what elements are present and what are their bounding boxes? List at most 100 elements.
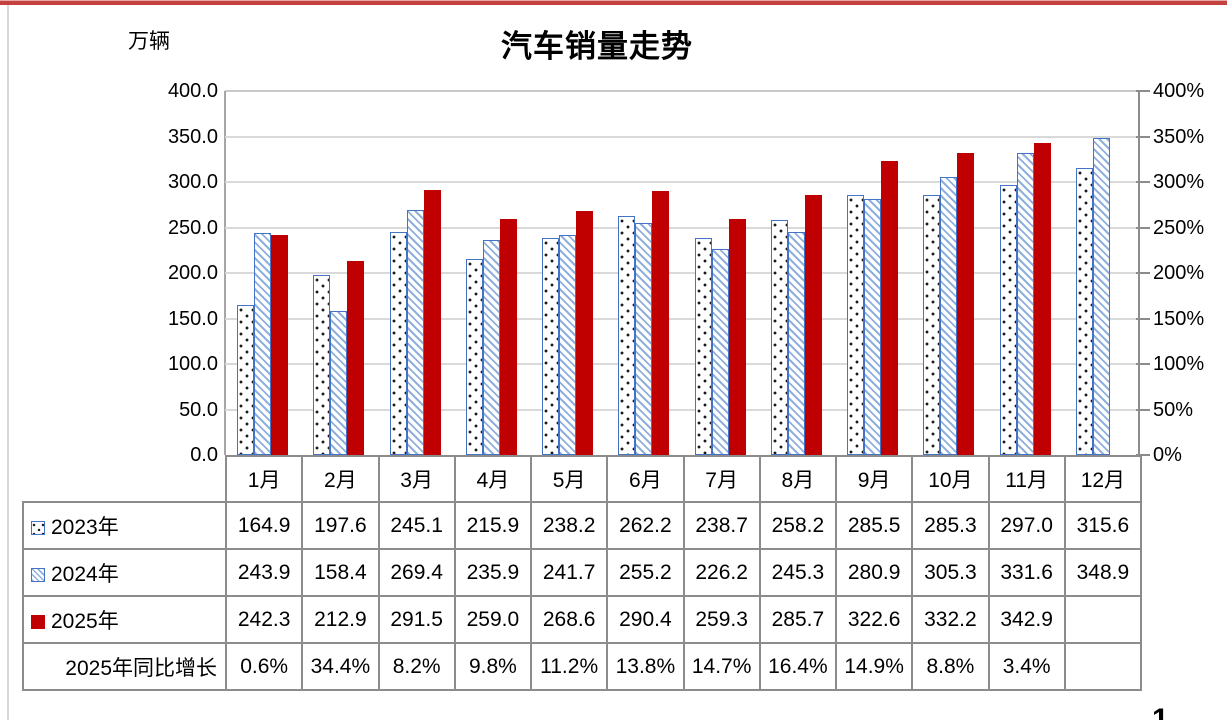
gridline [225,181,1140,183]
x-axis-label: 11月 [987,455,1066,503]
table-cell: 259.3 [682,595,761,644]
table-cell: 297.0 [987,501,1066,550]
table-cell: 158.4 [301,548,380,597]
bar-2024年-8月 [787,231,805,455]
table-corner-spacer [23,456,226,502]
table-cell: 245.1 [377,501,456,550]
x-axis-label: 7月 [682,455,761,503]
table-cell: 348.9 [1063,548,1143,597]
gridline [225,408,1140,411]
legend-label: 2025年 [51,609,119,633]
table-cell: 305.3 [911,548,990,597]
x-axis-label: 12月 [1063,455,1143,503]
table-cell: 290.4 [606,595,685,644]
y-axis-right-tick-label: 150% [1153,307,1205,330]
table-row: 2023年 164.9 197.6 245.1 215.9 238.2 262.2 238.7… [22,501,1143,550]
gridline [225,135,1140,138]
legend-cell-2025年: 2025年 [22,595,227,644]
legend-cell-2024年: 2024年 [22,548,227,597]
y-axis-left-tick-label: 0.0 [190,444,218,466]
page-number: 1 [1152,703,1169,720]
table-row: 2025年 242.3 212.9 291.5 259.0 268.6 290.4 259.3… [22,595,1143,644]
top-accent-bar [0,0,1227,5]
bar-2025年-7月 [728,219,746,455]
table-cell: 13.8% [606,642,685,691]
table-cell: 255.2 [606,548,685,597]
y-axis-right-tick-label: 400% [1153,80,1205,102]
bar-2023年-9月 [847,195,864,455]
chart-data-table: 1月 2月 3月 4月 5月 6月 7月 8月 9月 10月 11月 12月 2023年 164.9 197… [22,455,1143,691]
x-axis-label: 1月 [224,455,304,503]
legend-swatch-2025年 [31,614,45,629]
bar-2023年-10月 [923,195,941,455]
legend-cell-2023年: 2023年 [22,501,227,550]
bar-2024年-3月 [406,209,424,455]
y-axis-right-tick-mark [1136,363,1150,365]
bar-2025年-1月 [271,234,288,455]
bar-2024年-2月 [330,310,348,455]
y-axis-right-tick-label: 350% [1153,125,1205,148]
bar-2024年-5月 [559,235,576,455]
bar-2025年-6月 [652,190,670,455]
x-axis-label: 9月 [834,455,914,503]
legend-swatch-2024年 [31,567,45,582]
table-cell: 331.6 [987,548,1066,597]
table-cell: 14.9% [834,642,914,691]
table-cell [1063,595,1143,644]
table-cell: 9.8% [453,642,533,691]
table-cell: 197.6 [301,501,380,550]
bar-2023年-8月 [770,220,788,455]
bar-2025年-3月 [423,189,441,455]
bar-2023年-11月 [999,184,1017,455]
table-row-growth: 2025年同比增长 0.6% 34.4% 8.2% 9.8% 11.2% 13.8% 14.7… [22,642,1143,691]
y-axis-right-tick-mark [1136,90,1150,92]
y-axis-left-tick-label: 400.0 [167,80,218,102]
table-cell: 8.8% [911,642,990,691]
y-axis-right-tick-label: 50% [1153,398,1194,421]
bar-2023年-3月 [389,231,407,455]
table-cell [1063,642,1143,691]
table-cell: 212.9 [301,595,380,644]
bar-2024年-9月 [864,199,881,455]
table-cell: 280.9 [834,548,914,597]
table-cell: 268.6 [529,595,609,644]
table-cell: 164.9 [224,501,304,550]
page-left-border [7,5,9,720]
bar-2025年-10月 [957,152,975,455]
table-cell: 0.6% [224,642,304,691]
table-cell: 11.2% [529,642,609,691]
y-axis-left-tick-label: 100.0 [167,353,218,375]
table-cell: 238.7 [682,501,761,550]
bar-2023年-6月 [618,216,636,455]
y-axis-right-tick-mark [1136,181,1150,183]
x-axis-label: 3月 [377,455,456,503]
table-cell: 258.2 [758,501,838,550]
table-cell: 242.3 [224,595,304,644]
table-cell: 291.5 [377,595,456,644]
table-cell: 332.2 [911,595,990,644]
bar-2025年-11月 [1033,142,1051,455]
bar-2023年-1月 [237,304,254,455]
bar-2023年-4月 [465,258,483,455]
y-axis-right-tick-mark [1136,317,1150,320]
table-cell: 285.5 [834,501,914,550]
legend-label: 2023年 [51,515,119,539]
table-cell: 8.2% [377,642,456,691]
table-cell: 3.4% [987,642,1066,691]
x-axis-label: 5月 [529,455,609,503]
legend-swatch-2023年 [31,520,45,535]
bar-2025年-8月 [804,195,822,455]
gridline [225,272,1140,274]
bar-2024年-12月 [1092,137,1110,455]
x-axis-label: 8月 [758,455,838,503]
bar-2023年-2月 [313,275,331,455]
plot-area [225,91,1140,455]
y-axis-left-tick-label: 150.0 [167,307,218,330]
bar-2023年-12月 [1075,167,1093,455]
x-axis-label: 10月 [911,455,990,503]
y-axis-right-tick-mark [1136,272,1150,274]
table-cell: 342.9 [987,595,1066,644]
y-axis-right-tick-mark [1136,135,1150,138]
table-row: 2024年 243.9 158.4 269.4 235.9 241.7 255.2 226.2… [22,548,1143,597]
